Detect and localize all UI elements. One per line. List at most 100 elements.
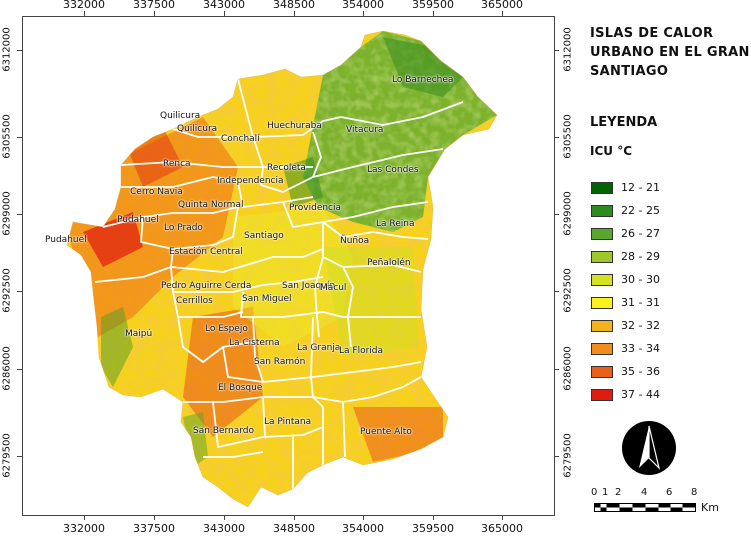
x-tick-label-bottom: 332000 (63, 522, 105, 535)
tick-mark (224, 11, 225, 16)
legend-swatch (591, 343, 613, 355)
commune-label: San Ramón (254, 357, 306, 367)
tick-mark (554, 137, 559, 138)
tick-mark (154, 515, 155, 520)
tick-mark (363, 515, 364, 520)
legend-item: 12 - 21 (591, 181, 660, 194)
commune-label: Recoleta (267, 163, 306, 173)
commune-label: Vitacura (346, 125, 384, 135)
legend-label: 31 - 31 (621, 296, 660, 309)
commune-label: Quilicura (177, 124, 218, 134)
commune-label: Lo Prado (164, 223, 203, 233)
legend-title: LEYENDA (590, 115, 658, 130)
commune-boundaries (94, 78, 464, 489)
legend-label: 30 - 30 (621, 273, 660, 286)
scale-number: 0 (591, 487, 598, 498)
y-tick-label-right: 6312000 (562, 27, 574, 72)
commune-label: La Cisterna (229, 338, 280, 348)
tick-mark (502, 11, 503, 16)
tick-mark (17, 291, 22, 292)
legend-item: 22 - 25 (591, 204, 660, 217)
legend-label: 12 - 21 (621, 181, 660, 194)
x-tick-label-top: 343000 (203, 0, 245, 11)
scale-number: 1 (602, 487, 609, 498)
commune-label: San Joaquín (282, 281, 336, 291)
tick-mark (84, 515, 85, 520)
legend-swatch (591, 205, 613, 217)
tick-mark (554, 456, 559, 457)
legend-label: 26 - 27 (621, 227, 660, 240)
tick-mark (554, 291, 559, 292)
commune-label: Lo Barnechea (392, 75, 454, 85)
commune-label: Macul (320, 283, 347, 293)
legend-label: 33 - 34 (621, 342, 660, 355)
commune-label: Ñuñoa (340, 236, 370, 246)
commune-label: Santiago (244, 231, 284, 241)
commune-label: La Pintana (264, 417, 312, 427)
legend-item: 31 - 31 (591, 296, 660, 309)
legend-item: 30 - 30 (591, 273, 660, 286)
tick-mark (17, 50, 22, 51)
tick-mark (154, 11, 155, 16)
commune-label: Puente Alto (360, 427, 412, 437)
legend-item: 33 - 34 (591, 342, 660, 355)
tick-mark (17, 214, 22, 215)
commune-label: Pudahuel (117, 215, 159, 225)
legend-swatch (591, 389, 613, 401)
x-tick-label-bottom: 365000 (481, 522, 523, 535)
legend-item: 32 - 32 (591, 319, 660, 332)
x-tick-label-top: 365000 (481, 0, 523, 11)
commune-label: Maipú (125, 329, 153, 339)
map-title: ISLAS DE CALOR URBANO EN EL GRAN SANTIAG… (590, 26, 750, 79)
commune-label: Conchalí (221, 134, 260, 144)
commune-label: La Reina (376, 219, 415, 229)
scale-unit: Km (701, 501, 719, 514)
legend-swatch (591, 182, 613, 194)
map-frame: Lo Barnechea Quilicura Quilicura Huechur… (22, 16, 555, 516)
x-tick-label-top: 359500 (412, 0, 454, 11)
y-tick-label-right: 6286000 (562, 346, 574, 391)
y-tick-label-left: 6286000 (1, 346, 13, 391)
y-tick-label-left: 6279500 (1, 433, 13, 478)
tick-mark (554, 50, 559, 51)
legend-swatch (591, 274, 613, 286)
tick-mark (17, 369, 22, 370)
commune-label: Quinta Normal (178, 200, 244, 210)
legend-label: 35 - 36 (621, 365, 660, 378)
tick-mark (294, 515, 295, 520)
scale-number: 4 (641, 487, 648, 498)
tick-mark (554, 214, 559, 215)
legend-swatch (591, 251, 613, 263)
tick-mark (17, 137, 22, 138)
legend-swatch (591, 228, 613, 240)
commune-label: Renca (163, 159, 191, 169)
y-tick-label-left: 6305500 (1, 114, 13, 159)
x-tick-label-bottom: 354000 (342, 522, 384, 535)
commune-label: Lo Espejo (205, 324, 248, 334)
tick-mark (433, 11, 434, 16)
legend-item: 37 - 44 (591, 388, 660, 401)
scale-number: 8 (691, 487, 698, 498)
tick-mark (17, 456, 22, 457)
legend-label: 22 - 25 (621, 204, 660, 217)
y-tick-label-left: 6299000 (1, 191, 13, 236)
y-tick-label-left: 6312000 (1, 27, 13, 72)
x-tick-label-top: 348500 (273, 0, 315, 11)
north-arrow-icon (622, 421, 676, 475)
tick-mark (502, 515, 503, 520)
y-tick-label-right: 6292500 (562, 268, 574, 313)
commune-label: Independencia (217, 176, 284, 186)
map-canvas (66, 30, 498, 508)
x-tick-label-bottom: 337500 (133, 522, 175, 535)
tick-mark (294, 11, 295, 16)
x-tick-label-top: 354000 (342, 0, 384, 11)
legend-swatch (591, 297, 613, 309)
commune-label: Cerro Navia (130, 187, 183, 197)
commune-label: La Florida (339, 346, 384, 356)
commune-label: Cerrillos (176, 296, 213, 306)
commune-label: San Miguel (242, 294, 292, 304)
tick-mark (84, 11, 85, 16)
legend-item: 35 - 36 (591, 365, 660, 378)
commune-label: Estación Central (169, 247, 243, 257)
y-tick-label-right: 6299000 (562, 191, 574, 236)
